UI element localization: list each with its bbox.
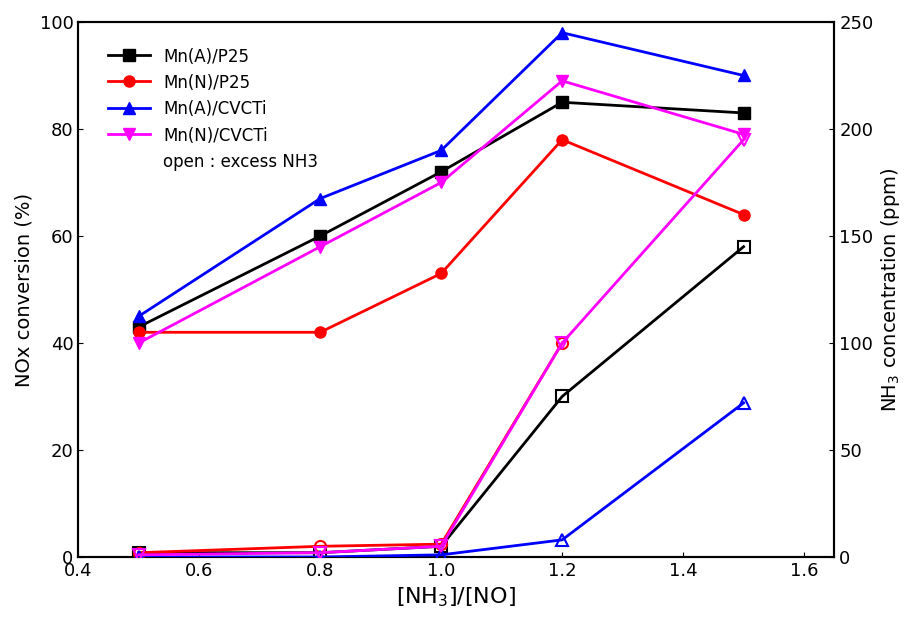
X-axis label: [NH$_3$]/[NO]: [NH$_3$]/[NO] [396,585,516,609]
Y-axis label: NOx conversion (%): NOx conversion (%) [15,192,34,386]
Y-axis label: NH$_3$ concentration (ppm): NH$_3$ concentration (ppm) [879,167,902,412]
Legend: Mn(A)/P25, Mn(N)/P25, Mn(A)/CVCTi, Mn(N)/CVCTi, open : excess NH3: Mn(A)/P25, Mn(N)/P25, Mn(A)/CVCTi, Mn(N)… [102,41,326,178]
